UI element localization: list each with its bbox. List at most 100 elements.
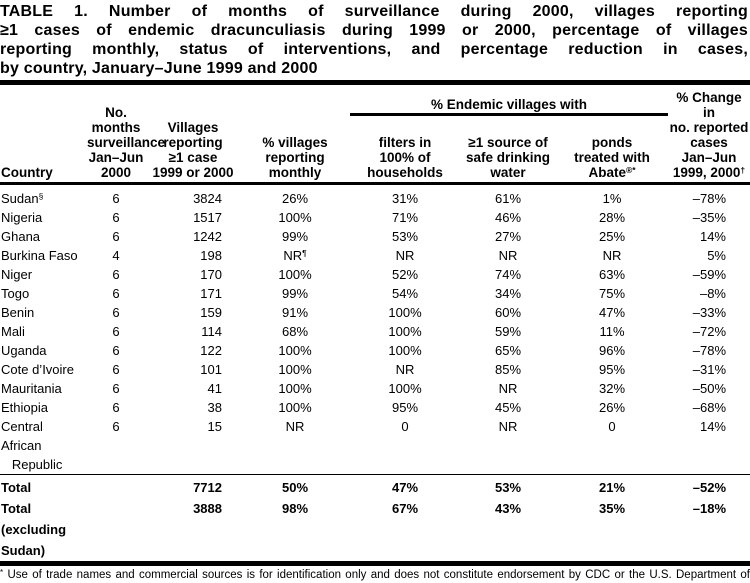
cell-value: –68% [692,400,726,415]
cell-value: 7712 [193,480,222,495]
header-filters: filters in 100% of households [350,114,460,186]
cell-change: –68% [668,398,750,417]
cell-value: –78% [692,343,726,358]
table-header: Country No. months surveillance Jan–Jun … [0,88,750,186]
cell-value: 100% [388,324,422,339]
cell-value: 100% [388,305,422,320]
cell-ponds: 95% [556,360,668,379]
header-pct-monthly-label: % villages reporting monthly [262,135,328,180]
table-row: Uganda 6 122 100% 100% 65% 96% –78% [0,341,750,360]
cell-months: 6 [86,417,146,475]
cell-water: 61% [460,184,556,209]
header-filters-label: filters in 100% of households [367,135,443,180]
cell-value: 98% [281,501,309,516]
cell-villages: 198 [146,246,240,265]
header-change-footnote-marker: † [740,165,746,175]
cell-value: 171 [200,286,222,301]
cell-months: 6 [86,284,146,303]
cell-value: 99% [281,286,309,301]
table-title-line: reporting monthly, status of interventio… [0,41,748,58]
table-row: Cote d’Ivoire 6 101 100% NR 85% 95% –31% [0,360,750,379]
table-body: Sudan§ 6 3824 26% 31% 61% 1% –78% Nigeria 6 1517 10… [0,184,750,564]
cell-value: 25% [598,229,626,244]
table-title-line: by country, January–June 1999 and 2000 [0,60,318,77]
cell-value: NR [498,248,518,263]
cell-ponds: 28% [556,208,668,227]
table-row: Mauritania 6 41 100% 100% NR 32% –50% [0,379,750,398]
header-months-label: No. months surveillance Jan–Jun 2000 [87,105,166,180]
table-row: Niger 6 170 100% 52% 74% 63% –59% [0,265,750,284]
cell-value: 6 [112,381,120,396]
cell-value: 3888 [193,501,222,516]
cell-value: 75% [598,286,626,301]
cell-value: –50% [692,381,726,396]
cell-value: 60% [494,305,522,320]
cell-value: 100% [278,381,312,396]
cell-ponds: 32% [556,379,668,398]
cell-water: NR [460,246,556,265]
cell-value: 6 [112,229,120,244]
cell-months: 6 [86,322,146,341]
cell-pct-monthly: 26% [240,184,350,209]
cell-value: 96% [598,343,626,358]
cell-country: Uganda [0,341,86,360]
cell-value: Niger [1,267,33,282]
cell-ponds: 26% [556,398,668,417]
cell-value: 6 [112,305,120,320]
cell-value: 67% [391,501,419,516]
cell-value: 31% [391,191,419,206]
cell-value: 100% [278,210,312,225]
cell-filters: NR [350,360,460,379]
cell-value: 100% [278,362,312,377]
cell-value: 53% [494,480,522,495]
cell-value: 6 [112,419,120,434]
cell-value: 6 [112,267,120,282]
cell-value: –8% [699,286,726,301]
cell-value: –33% [692,305,726,320]
cell-filters: 95% [350,398,460,417]
cell-value: 47% [391,480,419,495]
cell-value: 54% [391,286,419,301]
cell-value: 14% [699,229,726,244]
cell-change: –59% [668,265,750,284]
cell-months [86,474,146,498]
cell-value: 1% [602,191,622,206]
cell-value: –18% [692,501,726,516]
cell-change: 5% [668,246,750,265]
cell-country: Cote d’Ivoire [0,360,86,379]
cell-villages: 38 [146,398,240,417]
cell-filters: 52% [350,265,460,284]
cell-value: Mauritania [1,381,62,396]
header-ponds-footnote-marker: ®* [625,165,636,175]
cell-value: 63% [598,267,626,282]
table-title-line: ≥1 cases of endemic dracunculiasis durin… [0,22,748,39]
cell-value: 99% [281,229,309,244]
cell-value: 198 [200,248,222,263]
cell-pct-monthly: 50% [240,474,350,498]
cell-value: 5% [707,248,726,263]
header-safe-water: ≥1 source of safe drinking water [460,114,556,186]
cell-change: –78% [668,184,750,209]
cell-value: 28% [598,210,626,225]
cell-value: 95% [598,362,626,377]
header-ponds-label: ponds treated with Abate [574,135,650,180]
cell-value: 35% [598,501,626,516]
cell-value: 1517 [193,210,222,225]
table-row: Burkina Faso 4 198 NR¶ NR NR NR 5% [0,246,750,265]
cell-value: 3824 [193,191,222,206]
cell-months: 6 [86,184,146,209]
cell-water: 34% [460,284,556,303]
cell-value: 45% [494,400,522,415]
cell-value: 52% [391,267,419,282]
cell-ponds: 35% [556,498,668,564]
cell-value: 65% [494,343,522,358]
cell-value: 53% [391,229,419,244]
cell-pct-monthly: 100% [240,379,350,398]
cell-country: Central African Republic [0,417,86,475]
cell-ponds: 96% [556,341,668,360]
cell-water: 46% [460,208,556,227]
cell-months: 6 [86,265,146,284]
cell-change: –78% [668,341,750,360]
cell-value: 26% [598,400,626,415]
